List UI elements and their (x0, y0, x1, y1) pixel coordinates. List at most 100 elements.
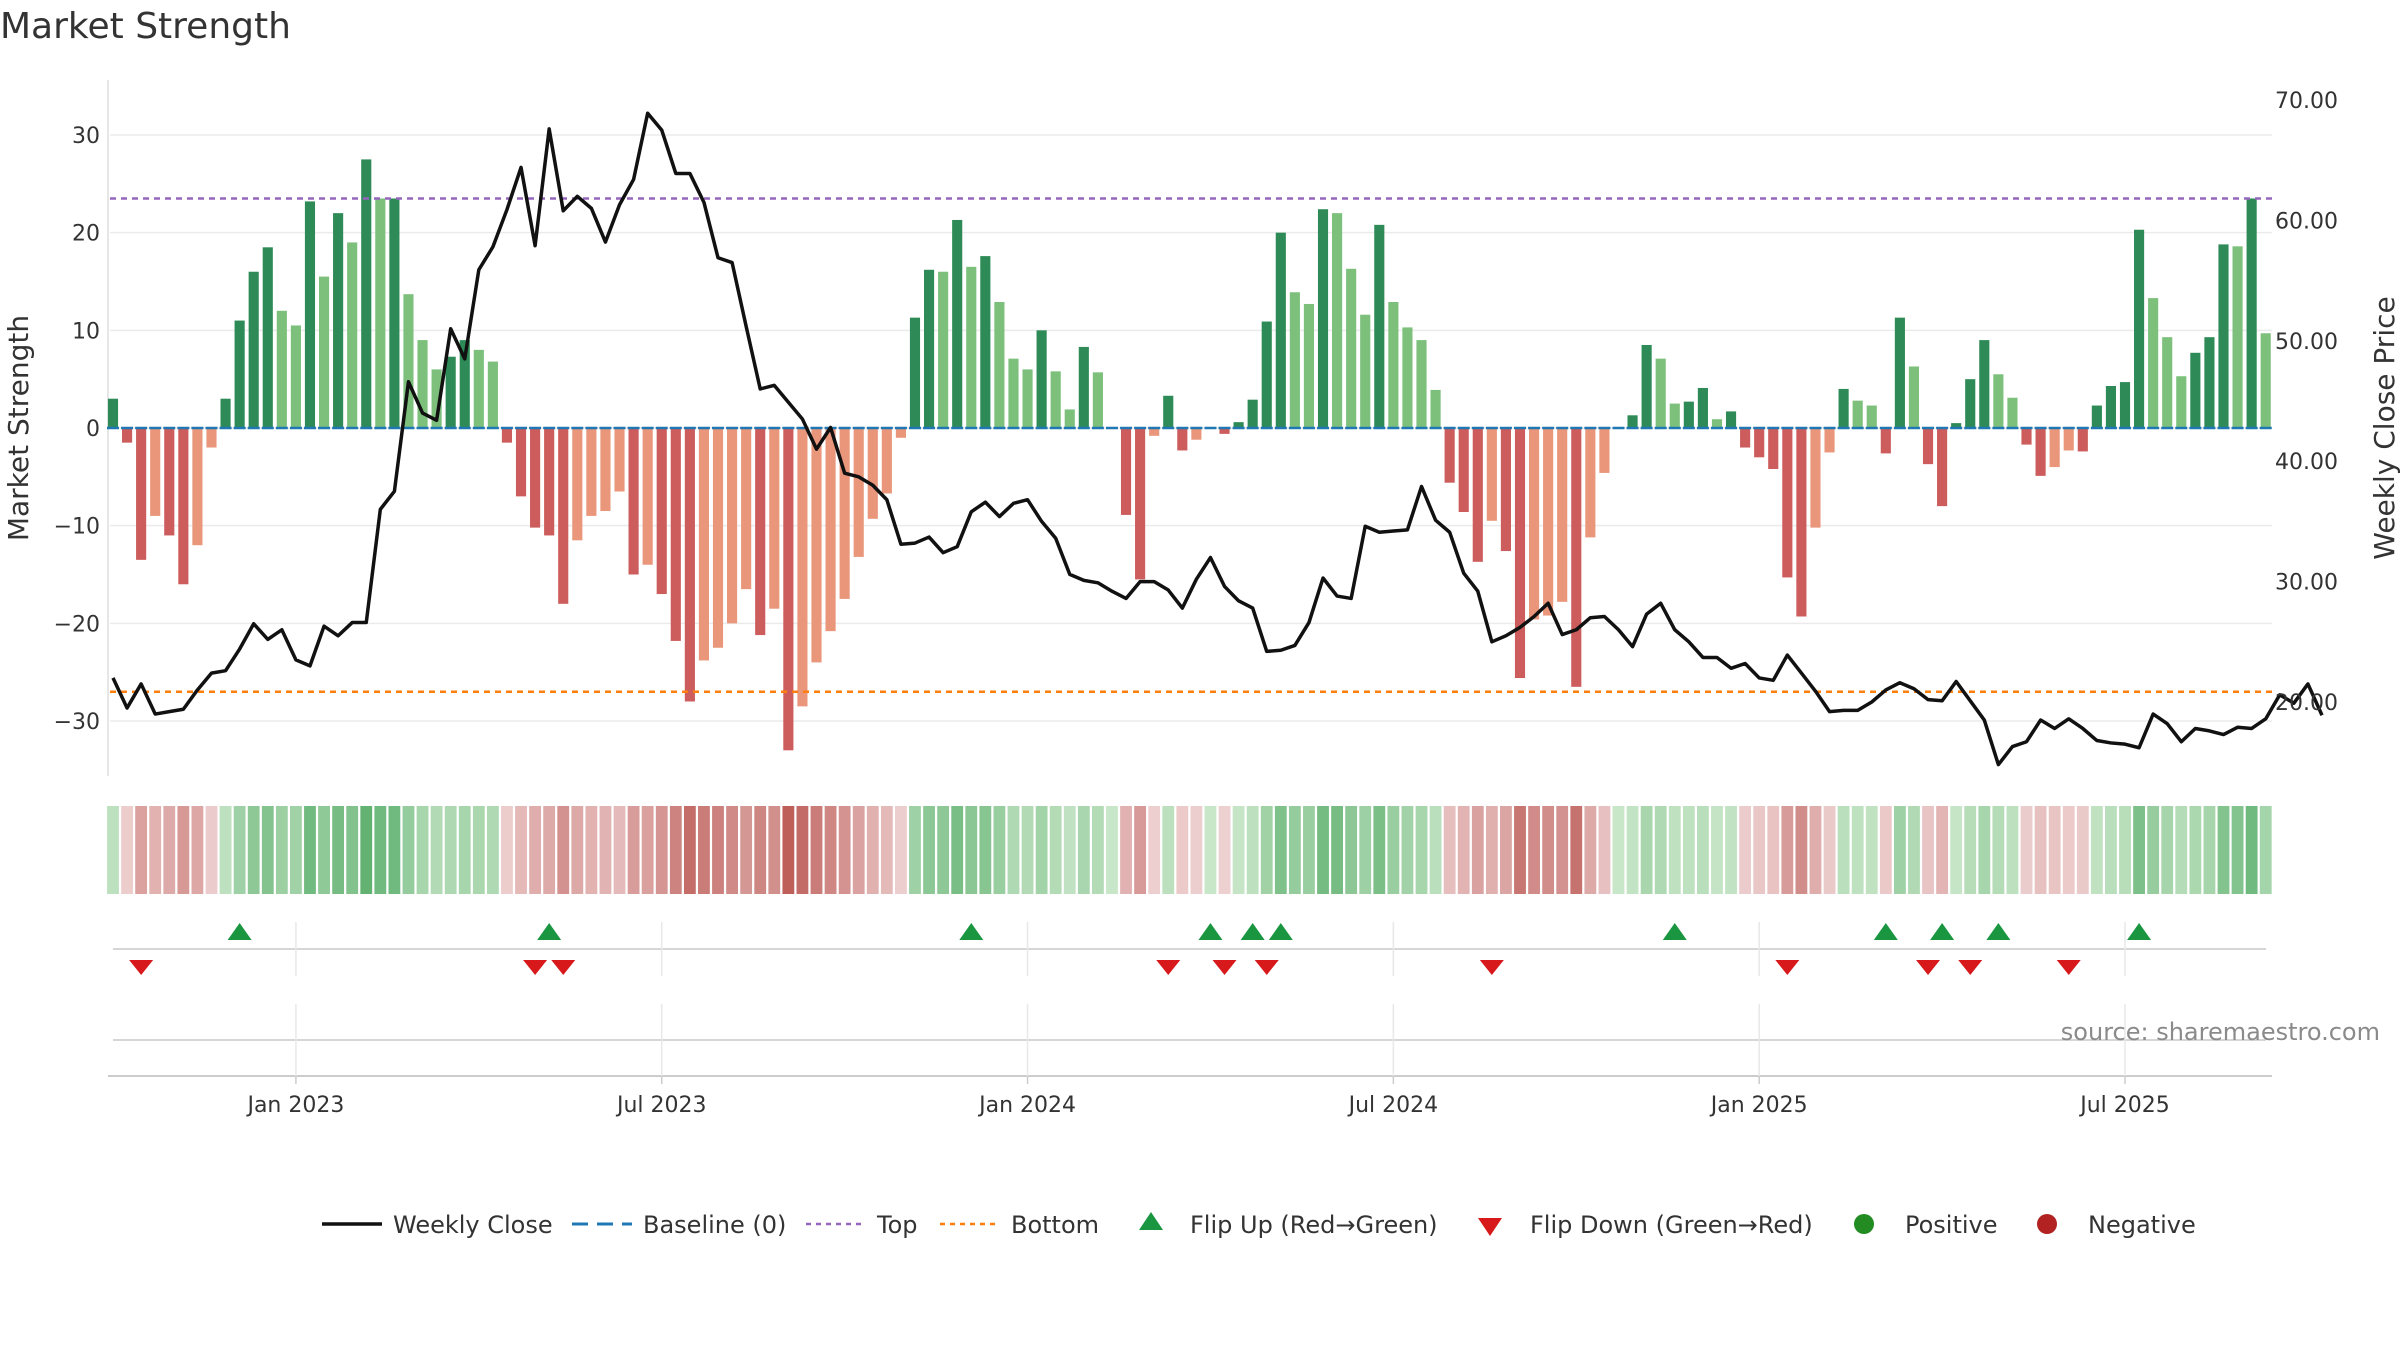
source-note: source: sharemaestro.com (2061, 1018, 2380, 1046)
strength-bar (501, 428, 513, 443)
flip-up-marker (1930, 923, 1955, 940)
strip-cell (726, 806, 738, 894)
strip-cell (1190, 806, 1203, 894)
strip-cell (585, 806, 598, 894)
strength-bar (136, 428, 147, 560)
left-tick-label: 10 (72, 319, 100, 344)
strength-bar (1388, 302, 1399, 428)
strength-bar (515, 428, 527, 497)
strength-bar (769, 428, 780, 609)
strip-cell (1120, 806, 1132, 894)
strength-bar (473, 349, 484, 428)
flip-markers (129, 923, 2152, 975)
strip-cell (1865, 806, 1878, 894)
strength-bars (107, 159, 2272, 751)
strip-cell (1626, 806, 1639, 894)
strip-cell (979, 806, 992, 894)
strength-bar (684, 428, 695, 702)
strength-bar (1852, 400, 1863, 428)
strength-bar (2021, 428, 2032, 445)
strip-cell (1303, 806, 1315, 894)
strip-cell (852, 806, 865, 894)
strength-bar (1008, 358, 1019, 428)
strength-bar (2063, 428, 2074, 451)
strip-cell (1514, 806, 1526, 894)
strip-cell (1049, 806, 1062, 894)
legend-label-positive: Positive (1905, 1211, 1998, 1239)
strength-bar (811, 428, 822, 663)
strength-bar (2007, 397, 2018, 428)
strip-cell (1401, 806, 1414, 894)
strength-bar (1810, 428, 1821, 528)
strength-bar (2260, 333, 2271, 428)
strip-cell (2090, 806, 2103, 894)
strength-bar (1374, 224, 1385, 428)
strength-bar (304, 201, 316, 428)
strength-bar (1500, 428, 1511, 552)
strip-cell (683, 806, 696, 894)
strength-bar (1824, 428, 1835, 453)
strength-bar (994, 302, 1005, 428)
strip-cell (599, 806, 612, 894)
strip-cell (444, 806, 457, 894)
strip-cell (1007, 806, 1020, 894)
strip-cell (1978, 806, 1991, 894)
strip-cell (1063, 806, 1076, 894)
strength-bar (1571, 428, 1582, 687)
x-tick-label: Jan 2024 (977, 1093, 1076, 1118)
strength-bar (1725, 411, 1737, 428)
strength-bar (923, 269, 935, 428)
strength-bar (248, 271, 259, 428)
strip-cell (824, 806, 837, 894)
strip-cell (2217, 806, 2230, 894)
strip-cell (838, 806, 851, 894)
strip-cell (529, 806, 542, 894)
strength-bar (2190, 352, 2201, 428)
strip-cell (2034, 806, 2047, 894)
strip-cell (1331, 806, 1343, 894)
strip-cell (768, 806, 781, 894)
right-axis-ticks: 70.00 60.00 50.00 40.00 30.00 20.00 (2275, 89, 2338, 716)
flip-down-marker (1775, 960, 1800, 975)
strip-cell (1457, 806, 1470, 894)
strength-bar (2176, 376, 2187, 428)
strength-bar (1951, 423, 1962, 428)
strength-bar (1782, 428, 1793, 578)
legend-label-flip-up: Flip Up (Red→Green) (1190, 1211, 1438, 1239)
flip-up-marker (1198, 923, 1223, 940)
strength-bar (952, 219, 963, 428)
strip-cell (880, 806, 893, 894)
legend-label-negative: Negative (2088, 1211, 2196, 1239)
strength-bar (1669, 403, 1680, 428)
strength-bar (1641, 344, 1652, 428)
strip-cell (1823, 806, 1836, 894)
strip-cell (895, 806, 907, 894)
strength-bar (2162, 337, 2173, 428)
strength-bar (318, 276, 330, 428)
strength-bar (727, 428, 738, 624)
strength-bar (712, 428, 724, 648)
strength-bar (1711, 419, 1723, 428)
strength-bar (1303, 303, 1315, 428)
legend-swatch-flip-up (1139, 1212, 1163, 1230)
flip-up-marker (227, 923, 252, 940)
strip-cell (1387, 806, 1400, 894)
strength-bar (1908, 366, 1920, 428)
strength-bar (867, 428, 878, 519)
strength-bar (544, 428, 555, 536)
strength-bar (1486, 428, 1497, 521)
strength-bar (2035, 428, 2046, 476)
flip-up-marker (1986, 923, 2011, 940)
strength-bar (1332, 213, 1343, 428)
strength-bar (2148, 298, 2159, 428)
strength-bar (122, 428, 133, 443)
strip-cell (1922, 806, 1934, 894)
strength-bar (1247, 399, 1258, 428)
legend-swatch-positive (1854, 1214, 1874, 1234)
strip-cell (163, 806, 176, 894)
strip-cell (655, 806, 668, 894)
strength-bar (262, 247, 273, 428)
strip-cell (2062, 806, 2075, 894)
strip-cell (1429, 806, 1442, 894)
